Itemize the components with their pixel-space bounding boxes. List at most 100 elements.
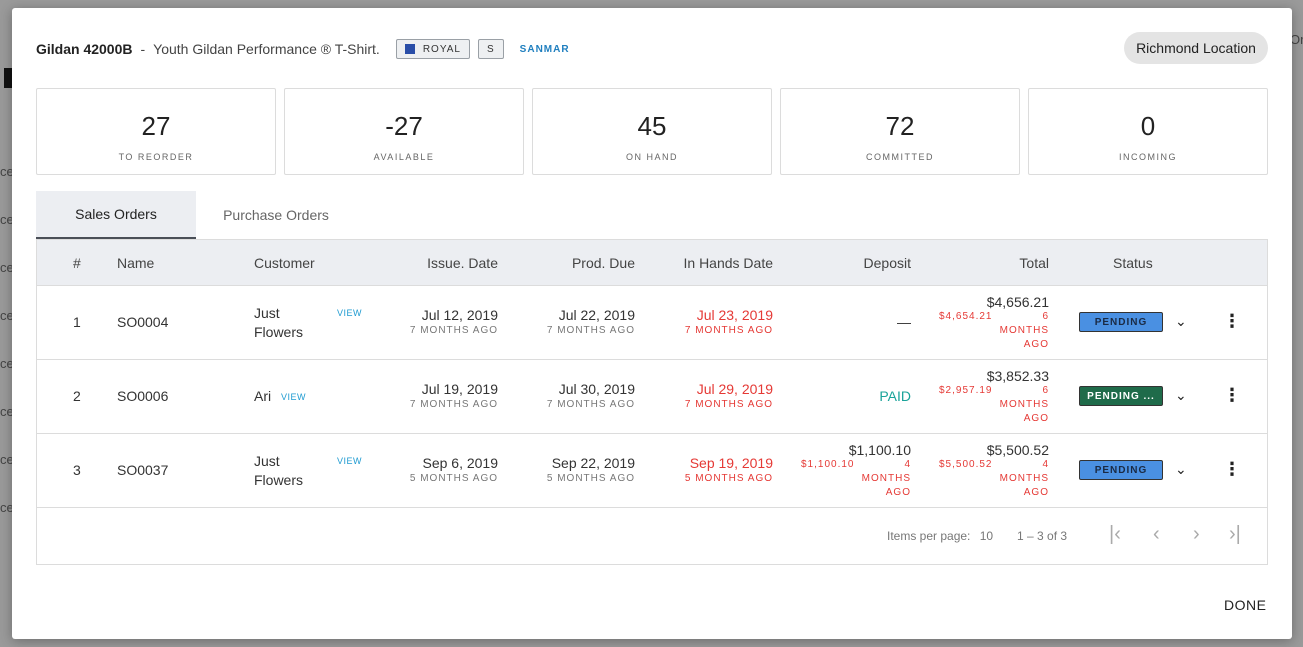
status-badge[interactable]: PENDING ...	[1079, 386, 1163, 406]
col-total[interactable]: Total	[1019, 255, 1049, 271]
status-badge[interactable]: PENDING	[1079, 460, 1163, 480]
order-name[interactable]: SO0006	[117, 388, 169, 404]
order-name[interactable]: SO0004	[117, 314, 169, 330]
more-vert-icon[interactable]: ⋮	[1223, 385, 1241, 405]
total-sub-amount: $4,654.21	[939, 311, 993, 322]
items-per-page-label: Items per page:	[887, 529, 971, 543]
total-sub-ago: AGO	[1023, 339, 1049, 350]
in-hands-ago: 7 MONTHS AGO	[684, 325, 773, 336]
prod-due: Jul 30, 2019 7 MONTHS AGO	[515, 381, 635, 410]
order-name[interactable]: SO0037	[117, 462, 169, 478]
prod-due-value: Sep 22, 2019	[551, 455, 635, 471]
deposit-value: —	[897, 314, 911, 330]
customer-name: Just Flowers	[254, 452, 303, 490]
header-separator: -	[140, 41, 146, 57]
prev-page-icon[interactable]: ‹	[1153, 523, 1160, 545]
tab-purchase-orders[interactable]: Purchase Orders	[223, 207, 329, 223]
col-deposit[interactable]: Deposit	[863, 255, 911, 271]
backdrop-fragment: ce	[0, 308, 14, 323]
chevron-down-icon[interactable]: ⌄	[1175, 387, 1187, 403]
col-customer[interactable]: Customer	[254, 255, 315, 271]
stat-value: 27	[141, 111, 171, 141]
row-num: 1	[73, 314, 81, 330]
in-hands-value: Jul 23, 2019	[696, 307, 773, 323]
color-chip: ROYAL	[395, 39, 470, 59]
backdrop-fragment: ce	[0, 404, 14, 419]
stat-value: 45	[637, 111, 667, 141]
col-in-hands[interactable]: In Hands Date	[683, 255, 774, 271]
in-hands-date: Jul 23, 2019 7 MONTHS AGO	[653, 307, 773, 336]
col-name[interactable]: Name	[117, 255, 155, 271]
table-row[interactable]: 3 SO0037 Just Flowers VIEW Sep 6, 2019 5…	[37, 434, 1267, 508]
backdrop-fragment: ce	[0, 212, 14, 227]
tab-sales-orders[interactable]: Sales Orders	[36, 191, 196, 239]
more-vert-icon[interactable]: ⋮	[1223, 459, 1241, 479]
in-hands-date: Jul 29, 2019 7 MONTHS AGO	[653, 381, 773, 410]
product-sku: Gildan 42000B	[36, 41, 133, 57]
table-row[interactable]: 1 SO0004 Just Flowers VIEW Jul 12, 2019 …	[37, 286, 1267, 360]
chevron-down-icon[interactable]: ⌄	[1175, 313, 1187, 329]
total-value: $3,852.33	[986, 368, 1049, 384]
prod-due: Jul 22, 2019 7 MONTHS AGO	[515, 307, 635, 336]
issue-date-value: Jul 12, 2019	[421, 307, 498, 323]
status-badge[interactable]: PENDING	[1079, 312, 1163, 332]
in-hands-date: Sep 19, 2019 5 MONTHS AGO	[653, 455, 773, 484]
customer-line: Flowers	[254, 472, 304, 488]
row-num: 3	[73, 462, 81, 478]
product-description: Youth Gildan Performance ® T-Shirt.	[153, 41, 380, 57]
items-per-page-select[interactable]: 10	[979, 529, 994, 543]
chevron-down-icon[interactable]: ⌄	[1175, 461, 1187, 477]
issue-date: Sep 6, 2019 5 MONTHS AGO	[378, 455, 498, 484]
col-num[interactable]: #	[73, 255, 81, 271]
total-sub: $5,500.52 4	[939, 458, 1049, 472]
customer-view-link[interactable]: VIEW	[281, 392, 307, 402]
prod-due-ago: 7 MONTHS AGO	[546, 399, 635, 410]
customer-line: Flowers	[254, 324, 304, 340]
in-hands-ago: 7 MONTHS AGO	[684, 399, 773, 410]
total-sub-ago: 6	[1042, 385, 1049, 396]
issue-date: Jul 12, 2019 7 MONTHS AGO	[378, 307, 498, 336]
deposit-sub-ago: AGO	[885, 487, 911, 498]
stat-label: TO REORDER	[118, 152, 194, 162]
total-cell: $3,852.33 $2,957.19 6 MONTHS AGO	[939, 368, 1049, 426]
deposit-sub: $1,100.10 4	[801, 458, 911, 472]
backdrop-fragment: ce	[0, 500, 14, 515]
total-sub-ago: MONTHS	[999, 399, 1049, 410]
done-button[interactable]: DONE	[1218, 596, 1272, 614]
paginator: Items per page: 10 1 – 3 of 3 |‹ ‹ › ›|	[37, 509, 1267, 565]
table-row[interactable]: 2 SO0006 Ari VIEW Jul 19, 2019 7 MONTHS …	[37, 360, 1267, 434]
first-page-icon[interactable]: |‹	[1109, 523, 1121, 545]
total-sub-amount: $5,500.52	[939, 459, 993, 470]
table-header: # Name Customer Issue. Date Prod. Due In…	[37, 239, 1267, 286]
next-page-icon[interactable]: ›	[1193, 523, 1200, 545]
deposit-sub-ago: 4	[904, 459, 911, 470]
col-issue-date[interactable]: Issue. Date	[427, 255, 498, 271]
customer-view-link[interactable]: VIEW	[337, 456, 363, 466]
page-range: 1 – 3 of 3	[1017, 529, 1068, 543]
stat-on-hand: 45 ON HAND	[532, 88, 772, 175]
stat-label: ON HAND	[625, 152, 678, 162]
total-cell: $4,656.21 $4,654.21 6 MONTHS AGO	[939, 294, 1049, 352]
col-status[interactable]: Status	[1113, 255, 1153, 271]
vendor-link[interactable]: SANMAR	[519, 43, 570, 55]
col-prod-due[interactable]: Prod. Due	[571, 255, 635, 271]
deposit-value: $1,100.10	[848, 442, 911, 458]
color-chip-label: ROYAL	[422, 43, 461, 55]
backdrop-fragment: ce	[0, 164, 14, 179]
customer-view-link[interactable]: VIEW	[337, 308, 363, 318]
color-swatch-icon	[404, 44, 415, 54]
stat-available: -27 AVAILABLE	[284, 88, 524, 175]
customer-line: Just	[254, 305, 280, 321]
stat-label: INCOMING	[1119, 152, 1177, 162]
backdrop-fragment: ce	[0, 452, 14, 467]
issue-date: Jul 19, 2019 7 MONTHS AGO	[378, 381, 498, 410]
deposit-paid: PAID	[879, 388, 911, 404]
more-vert-icon[interactable]: ⋮	[1223, 311, 1241, 331]
location-button[interactable]: Richmond Location	[1124, 32, 1268, 64]
total-sub-ago: 6	[1042, 311, 1049, 322]
backdrop-fragment-right: Or	[1290, 32, 1303, 47]
issue-date-value: Sep 6, 2019	[422, 455, 498, 471]
last-page-icon[interactable]: ›|	[1229, 523, 1241, 545]
items-per-page: Items per page: 10	[887, 529, 993, 543]
deposit-sub-ago: MONTHS	[861, 473, 911, 484]
